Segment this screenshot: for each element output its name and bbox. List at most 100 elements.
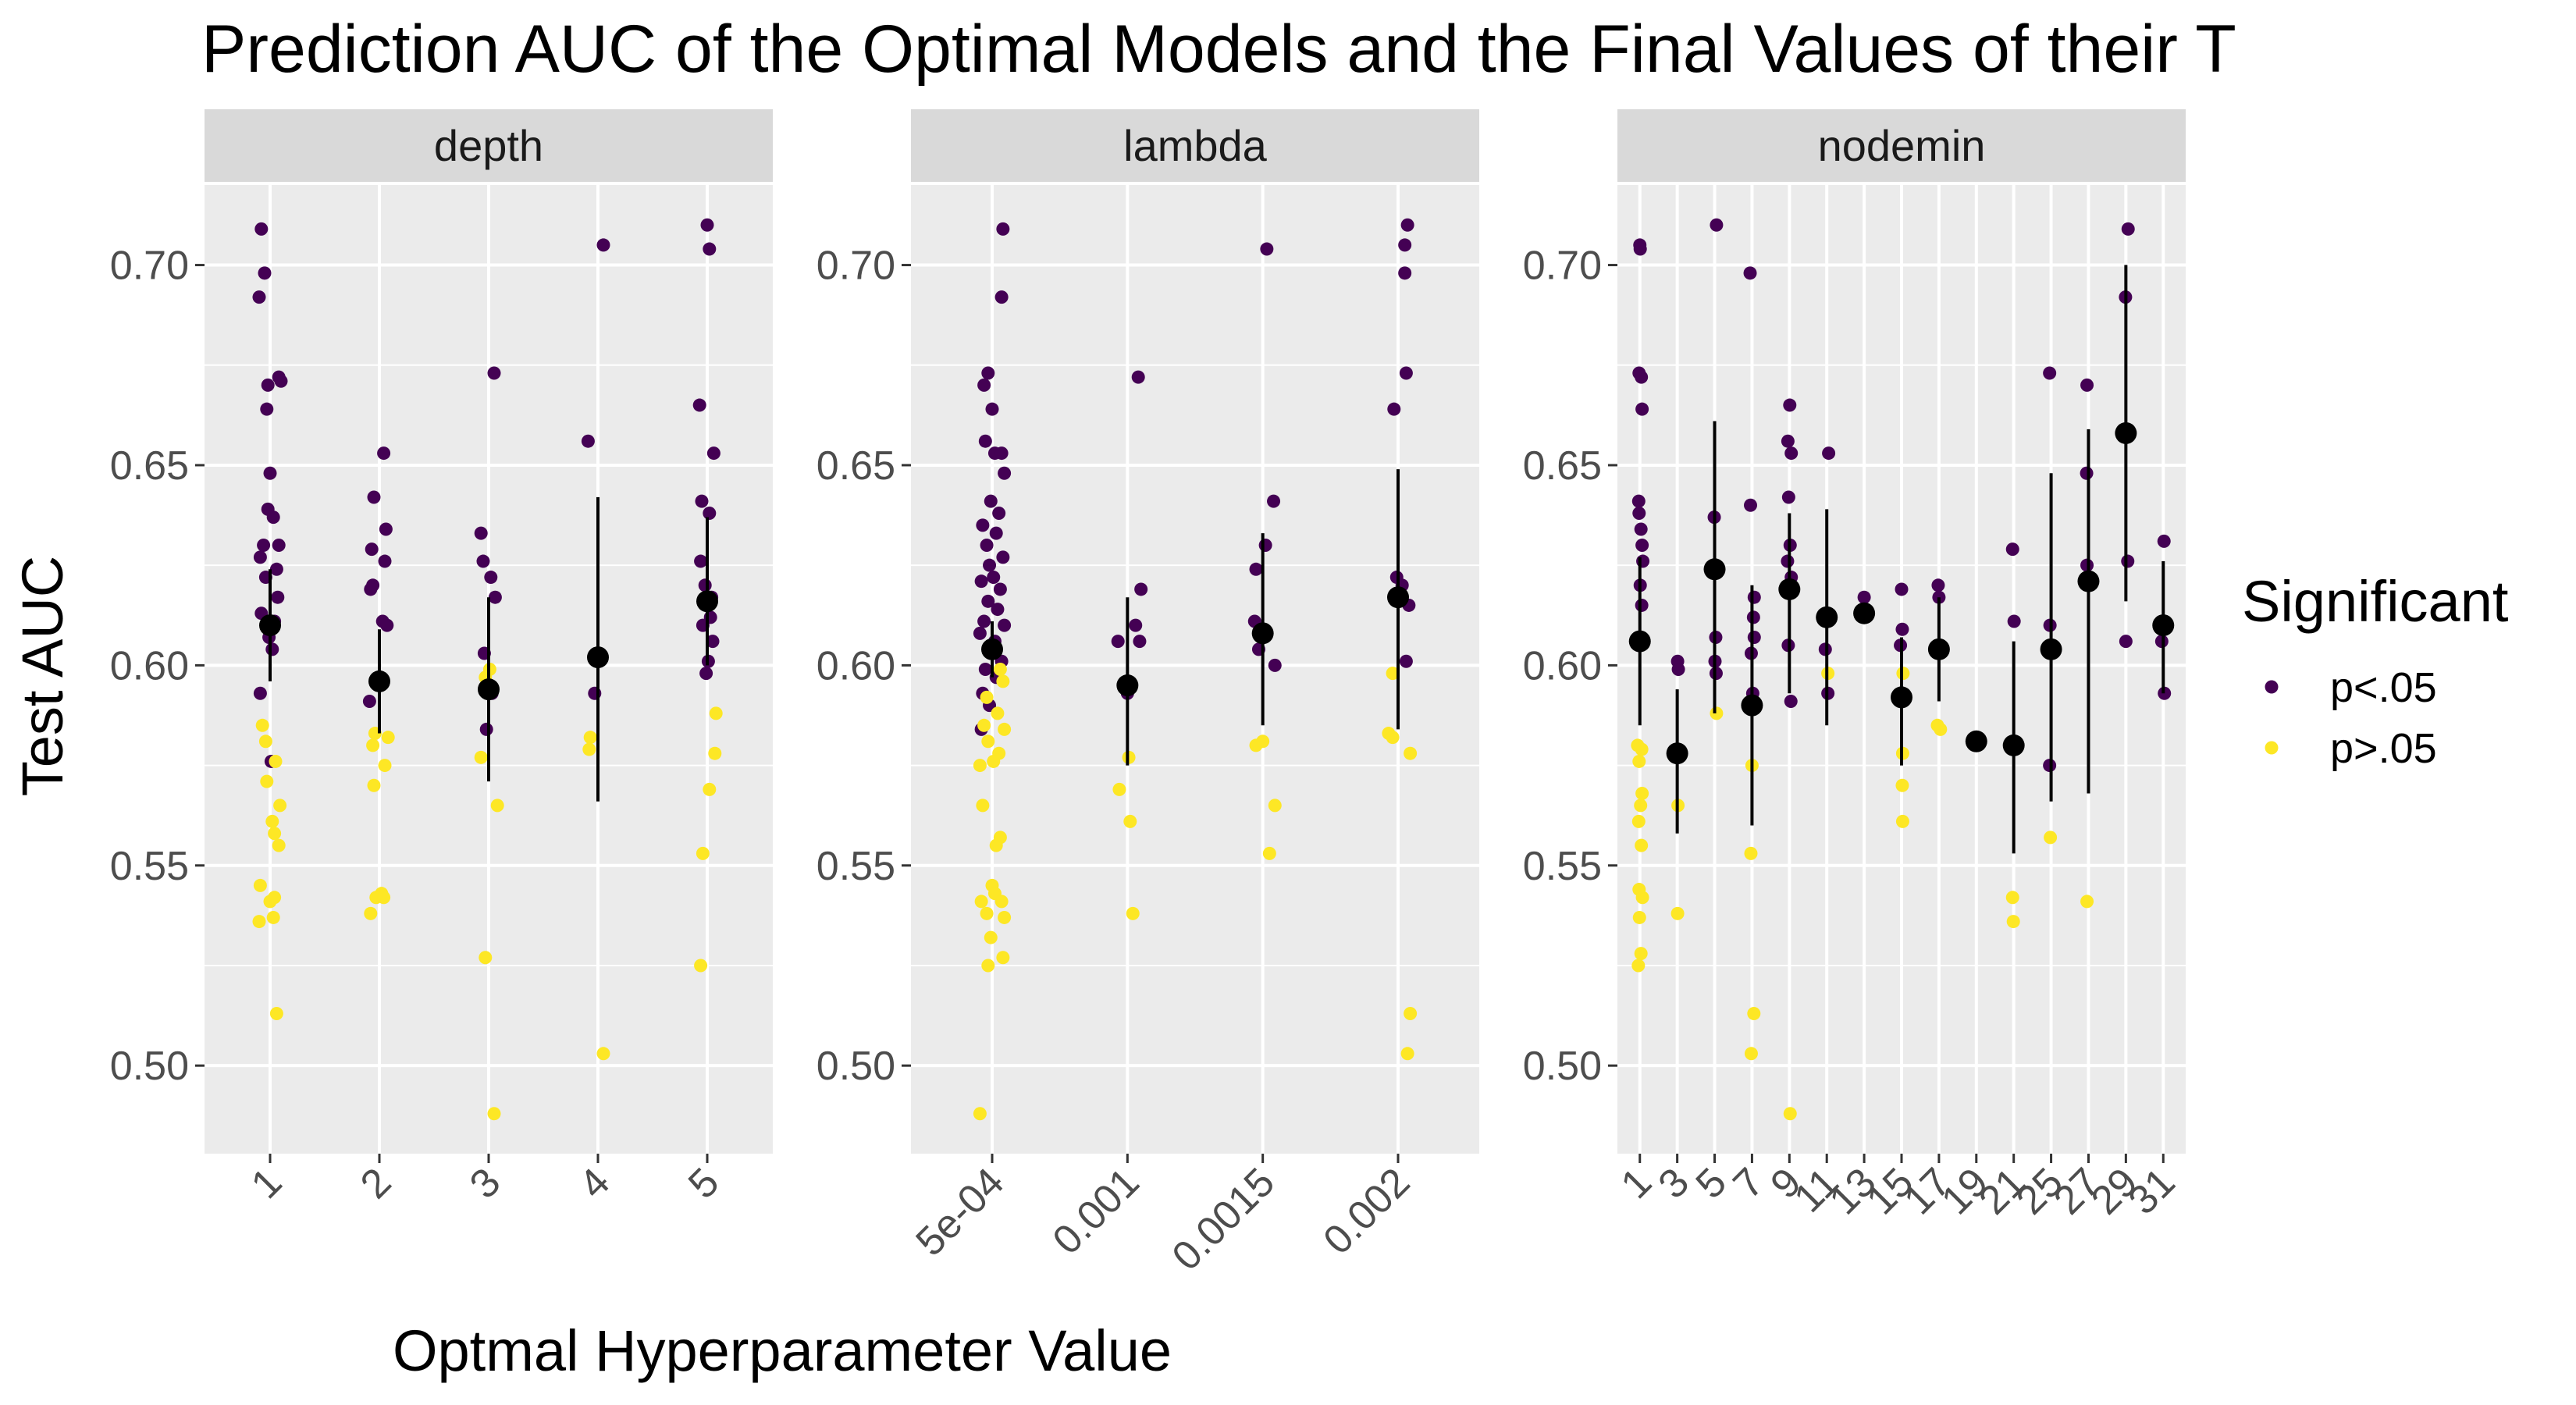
point-significant bbox=[380, 618, 394, 632]
point-not-significant bbox=[987, 754, 1001, 768]
point-significant bbox=[484, 571, 498, 585]
point-not-significant bbox=[366, 738, 380, 752]
mean-point bbox=[1778, 578, 1801, 600]
y-tick-label: 0.55 bbox=[817, 844, 895, 889]
point-not-significant bbox=[268, 827, 282, 841]
point-significant bbox=[1895, 582, 1909, 596]
point-significant bbox=[1822, 446, 1836, 461]
y-tick-label: 0.70 bbox=[110, 244, 189, 289]
point-significant bbox=[974, 574, 988, 589]
point-significant bbox=[2080, 378, 2094, 392]
point-not-significant bbox=[1631, 959, 1646, 973]
point-significant bbox=[692, 398, 706, 412]
point-not-significant bbox=[989, 838, 1003, 852]
point-not-significant bbox=[1744, 1047, 1758, 1061]
legend-title: Significant bbox=[2242, 569, 2509, 634]
point-not-significant bbox=[981, 735, 995, 749]
y-axis-title: Test AUC bbox=[10, 556, 75, 796]
point-significant bbox=[581, 434, 595, 448]
point-not-significant bbox=[490, 799, 504, 813]
facet-strip bbox=[911, 109, 1479, 182]
point-not-significant bbox=[1710, 706, 1724, 720]
point-significant bbox=[1636, 554, 1650, 568]
mean-point bbox=[1965, 730, 1987, 752]
mean-point bbox=[1891, 686, 1912, 709]
point-not-significant bbox=[1895, 814, 1909, 828]
mean-point bbox=[1666, 742, 1688, 765]
point-not-significant bbox=[709, 706, 723, 720]
mean-point bbox=[1853, 602, 1876, 624]
point-significant bbox=[998, 466, 1012, 480]
point-significant bbox=[378, 554, 392, 568]
point-significant bbox=[698, 578, 712, 592]
point-significant bbox=[1744, 498, 1758, 512]
point-significant bbox=[1857, 590, 1871, 604]
point-significant bbox=[976, 518, 990, 532]
point-not-significant bbox=[1635, 838, 1649, 852]
point-significant bbox=[996, 550, 1010, 564]
x-tick-label: 3 bbox=[1650, 1159, 1698, 1207]
point-significant bbox=[1249, 562, 1263, 576]
point-significant bbox=[998, 618, 1012, 632]
point-not-significant bbox=[381, 731, 395, 745]
x-tick-label: 1 bbox=[1613, 1159, 1660, 1207]
legend-label-significant: p<.05 bbox=[2330, 664, 2437, 711]
point-significant bbox=[474, 526, 488, 540]
point-significant bbox=[271, 590, 285, 604]
point-not-significant bbox=[996, 951, 1010, 965]
y-tick-label: 0.60 bbox=[1523, 643, 1602, 688]
point-significant bbox=[488, 590, 502, 604]
point-not-significant bbox=[2006, 915, 2020, 929]
point-significant bbox=[1387, 402, 1401, 416]
point-not-significant bbox=[1123, 814, 1137, 828]
point-significant bbox=[257, 539, 271, 553]
point-significant bbox=[1635, 598, 1649, 612]
point-significant bbox=[1635, 370, 1649, 384]
point-significant bbox=[1111, 635, 1125, 649]
point-not-significant bbox=[1404, 746, 1418, 760]
point-not-significant bbox=[2080, 895, 2094, 909]
point-significant bbox=[1783, 398, 1797, 412]
point-not-significant bbox=[1400, 1047, 1414, 1061]
y-tick-label: 0.70 bbox=[1523, 244, 1602, 289]
point-significant bbox=[1633, 242, 1647, 256]
facet-label: depth bbox=[434, 121, 543, 170]
point-not-significant bbox=[266, 910, 280, 924]
point-significant bbox=[1895, 622, 1909, 636]
mean-point bbox=[259, 614, 281, 637]
x-tick-label: 2 bbox=[352, 1159, 400, 1207]
point-significant bbox=[272, 539, 286, 553]
point-significant bbox=[703, 507, 717, 521]
point-significant bbox=[1781, 490, 1795, 504]
x-tick-label: 31 bbox=[2120, 1159, 2184, 1223]
legend-key-not-significant bbox=[2265, 741, 2279, 755]
x-tick-label: 5 bbox=[680, 1159, 728, 1207]
point-not-significant bbox=[272, 838, 286, 852]
point-significant bbox=[2121, 222, 2135, 236]
legend-key-significant bbox=[2265, 680, 2279, 694]
point-significant bbox=[274, 374, 288, 388]
x-tick-label: 3 bbox=[461, 1159, 509, 1207]
facet-strip bbox=[1617, 109, 2186, 182]
x-tick-label: 7 bbox=[1724, 1159, 1772, 1207]
point-significant bbox=[252, 290, 266, 304]
point-significant bbox=[991, 603, 1005, 617]
point-significant bbox=[1635, 402, 1649, 416]
point-not-significant bbox=[265, 814, 279, 828]
point-significant bbox=[258, 266, 272, 280]
point-significant bbox=[1747, 590, 1761, 604]
point-significant bbox=[980, 539, 994, 553]
x-axis-title: Optmal Hyperparameter Value bbox=[393, 1318, 1172, 1383]
mean-point bbox=[696, 590, 718, 613]
point-not-significant bbox=[974, 895, 988, 909]
point-significant bbox=[703, 242, 717, 256]
point-not-significant bbox=[252, 915, 266, 929]
y-tick-label: 0.50 bbox=[1523, 1044, 1602, 1089]
point-significant bbox=[981, 366, 995, 380]
point-significant bbox=[1399, 366, 1413, 380]
point-significant bbox=[1931, 578, 1945, 592]
point-not-significant bbox=[1635, 742, 1649, 756]
point-not-significant bbox=[973, 759, 987, 773]
point-not-significant bbox=[703, 782, 717, 796]
